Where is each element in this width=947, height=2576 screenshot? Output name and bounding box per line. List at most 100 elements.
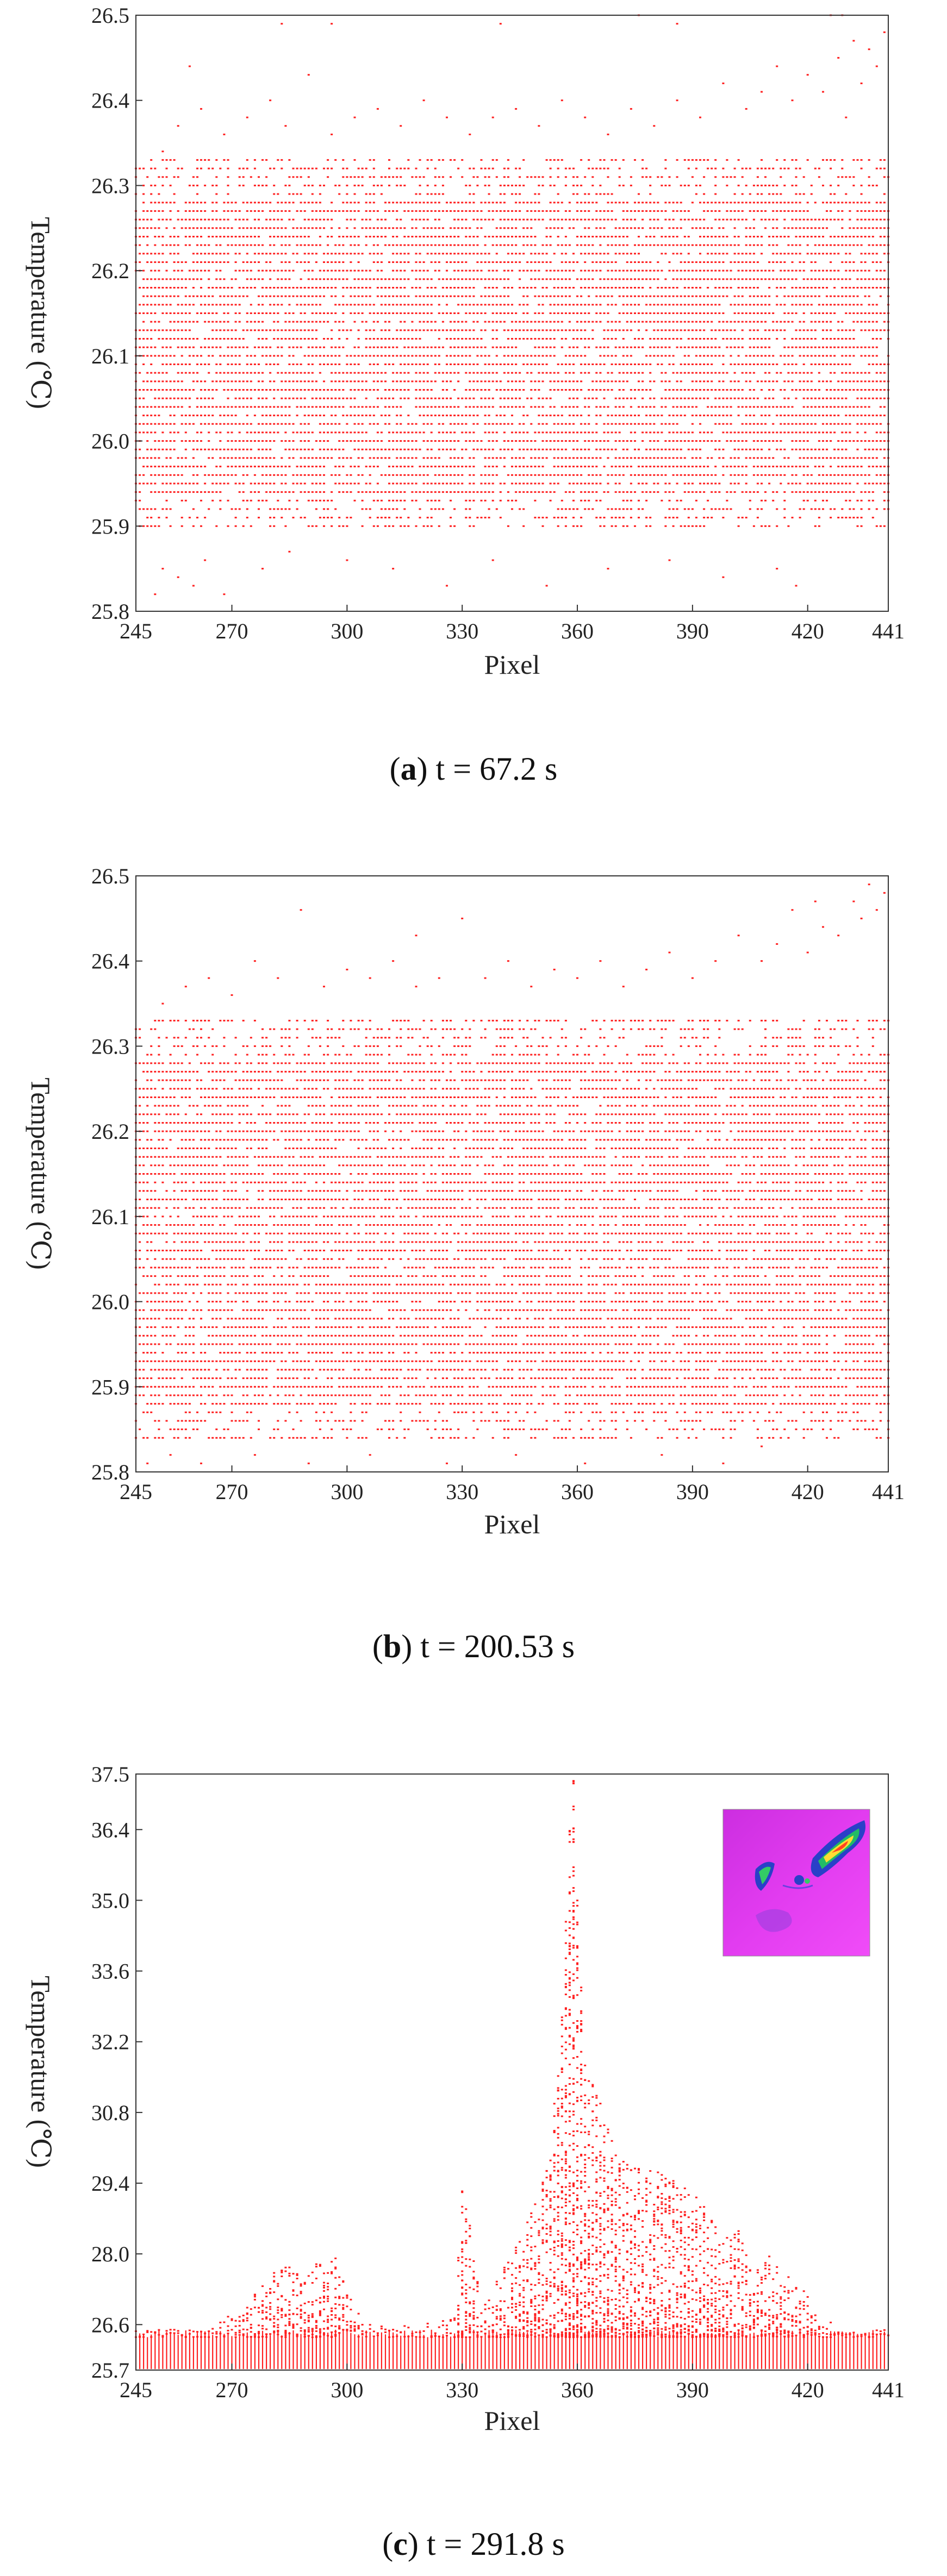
- data-point: [422, 346, 425, 348]
- data-point: [392, 261, 395, 263]
- data-point: [311, 312, 314, 314]
- data-point: [618, 380, 621, 383]
- data-point: [154, 269, 157, 272]
- data-point: [307, 244, 310, 246]
- data-point: [507, 525, 509, 527]
- data-point: [584, 423, 587, 425]
- data-point: [469, 474, 471, 476]
- data-point: [588, 304, 590, 306]
- data-point: [177, 236, 179, 237]
- data-point: [699, 448, 701, 450]
- data-point: [495, 253, 498, 255]
- data-point: [430, 380, 433, 383]
- data-point: [603, 466, 606, 468]
- data-point: [511, 397, 513, 399]
- data-point: [503, 210, 506, 212]
- data-point: [614, 363, 617, 365]
- data-point: [545, 278, 548, 280]
- data-point: [538, 372, 540, 374]
- data-point: [453, 440, 456, 442]
- data-point: [234, 482, 237, 485]
- data-point: [453, 261, 456, 263]
- data-point: [296, 210, 298, 212]
- data-point: [707, 474, 709, 476]
- data-point: [350, 253, 352, 255]
- data-point: [238, 491, 241, 493]
- data-point: [687, 482, 690, 485]
- data-point: [538, 176, 540, 178]
- data-point: [369, 269, 371, 272]
- data-point: [488, 210, 490, 212]
- data-point: [438, 355, 440, 357]
- data-point: [472, 329, 475, 331]
- data-point: [419, 346, 421, 348]
- data-point: [419, 372, 421, 374]
- data-point: [392, 304, 395, 306]
- data-point: [177, 346, 179, 348]
- data-point: [331, 329, 333, 331]
- data-point: [657, 329, 659, 331]
- data-point: [426, 346, 429, 348]
- data-point: [184, 329, 187, 331]
- data-point: [519, 269, 521, 272]
- data-point: [438, 159, 440, 161]
- data-point: [618, 236, 621, 237]
- data-point: [327, 253, 329, 255]
- data-point: [342, 295, 345, 297]
- data-point: [576, 380, 578, 383]
- data-point: [284, 491, 287, 493]
- data-point: [315, 244, 317, 246]
- data-point: [714, 491, 717, 493]
- data-point: [357, 457, 360, 459]
- data-point: [672, 295, 675, 297]
- data-point: [522, 218, 525, 221]
- data-point: [223, 304, 226, 306]
- data-point: [614, 278, 617, 280]
- data-point: [208, 227, 210, 229]
- data-point: [549, 159, 552, 161]
- data-point: [676, 423, 678, 425]
- data-point: [564, 431, 567, 434]
- data-point: [234, 202, 237, 204]
- data-point: [488, 261, 490, 263]
- data-point: [507, 499, 509, 502]
- data-point: [192, 210, 195, 212]
- data-point: [649, 193, 652, 195]
- data-point: [453, 525, 456, 527]
- data-point: [649, 321, 652, 323]
- data-point: [560, 304, 563, 306]
- data-point: [158, 295, 160, 297]
- data-point: [400, 253, 402, 255]
- data-point: [180, 482, 183, 485]
- data-point: [400, 499, 402, 502]
- data-point: [376, 184, 379, 186]
- data-point: [430, 466, 433, 468]
- data-point: [480, 346, 483, 348]
- data-point: [227, 304, 229, 306]
- data-point: [450, 457, 452, 459]
- data-point: [603, 491, 606, 493]
- data-point: [426, 406, 429, 408]
- data-point: [534, 329, 537, 331]
- data-point: [703, 329, 706, 331]
- data-point: [146, 346, 149, 348]
- data-point: [450, 312, 452, 314]
- data-point: [541, 466, 544, 468]
- data-point: [192, 372, 195, 374]
- data-point: [415, 457, 418, 459]
- data-point: [469, 491, 471, 493]
- data-point: [246, 236, 248, 237]
- data-point: [680, 227, 682, 229]
- data-point: [653, 448, 656, 450]
- data-point: [204, 304, 207, 306]
- data-point: [342, 466, 345, 468]
- data-point: [357, 482, 360, 485]
- data-point: [227, 218, 229, 221]
- data-point: [273, 466, 276, 468]
- data-point: [361, 415, 364, 417]
- data-point: [277, 355, 279, 357]
- data-point: [610, 415, 613, 417]
- data-point: [350, 466, 352, 468]
- data-point: [407, 415, 410, 417]
- data-point: [146, 176, 149, 178]
